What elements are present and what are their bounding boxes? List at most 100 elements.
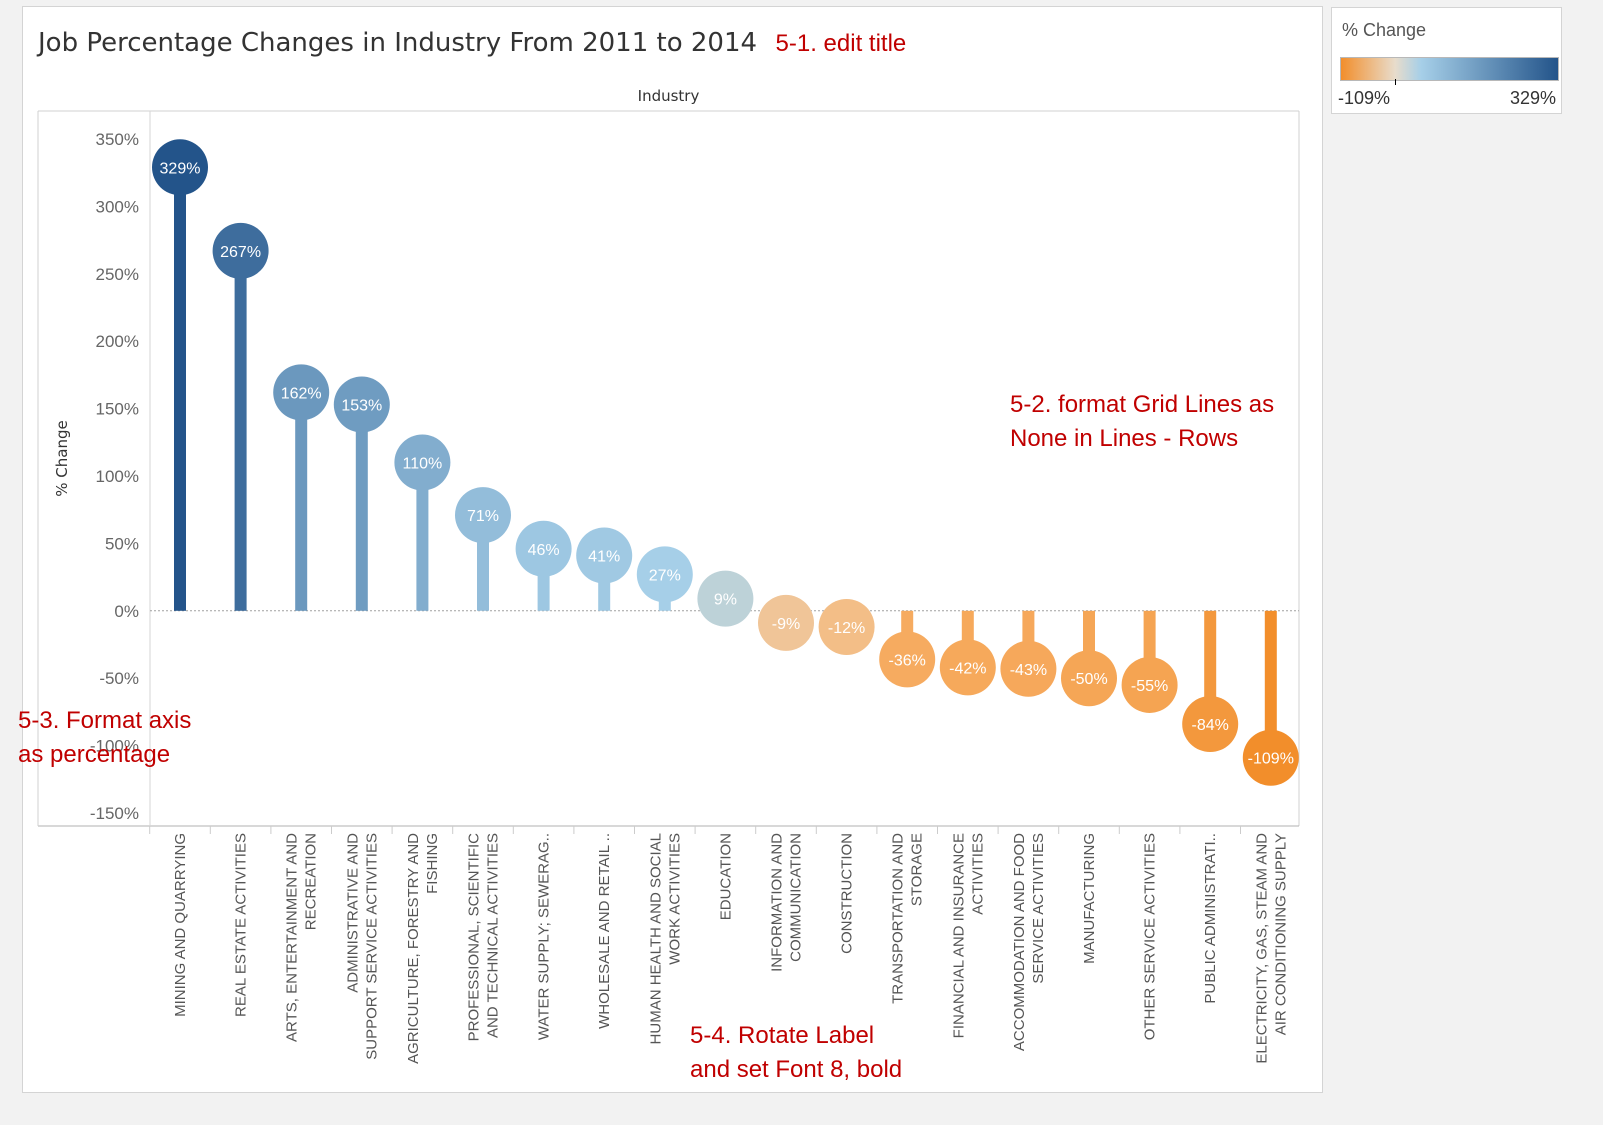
x-category-label: SERVICE ACTIVITIES (1030, 833, 1047, 984)
annotation-grid-lines-line-1: 5-2. format Grid Lines as (1010, 391, 1275, 418)
annotation-rotate-label-line-2: and set Font 8, bold (690, 1056, 903, 1083)
legend-gradient-bar (1340, 57, 1559, 81)
lollipop-head (879, 631, 936, 688)
x-category-label: WHOLESALE AND RETAIL .. (596, 833, 613, 1029)
data-label: -42% (949, 660, 986, 677)
annotation-edit-title: 5-1. edit title (775, 30, 907, 57)
x-category-label: ACTIVITIES (969, 833, 986, 915)
data-label: -50% (1070, 671, 1107, 688)
data-label: -84% (1192, 717, 1229, 734)
x-category-label: TRANSPORTATION AND (890, 833, 907, 1004)
x-category-label: RECREATION (303, 833, 320, 930)
x-category-label: ACCOMMODATION AND FOOD (1011, 833, 1028, 1051)
lollipop-head (1182, 696, 1239, 753)
data-label: 110% (403, 456, 443, 473)
y-tick-label: 50% (105, 534, 139, 553)
y-tick-label: 200% (96, 332, 139, 351)
lollipop-stem (355, 404, 368, 611)
lollipop-head (1121, 656, 1178, 713)
x-category-label: PUBLIC ADMINISTRATI.. (1202, 833, 1219, 1004)
lollipop-head (576, 527, 633, 584)
x-category-label: AIR CONDITIONING SUPPLY (1272, 833, 1289, 1035)
lollipop-head (1242, 729, 1299, 786)
x-category-label: OTHER SERVICE ACTIVITIES (1142, 833, 1159, 1040)
data-label: 9% (714, 592, 737, 609)
annotation-rotate-label-line-1: 5-4. Rotate Label (690, 1022, 875, 1049)
y-tick-label: 350% (96, 130, 139, 149)
x-category-label: WORK ACTIVITIES (666, 833, 683, 965)
annotation-grid-lines-line-2: None in Lines - Rows (1010, 425, 1239, 452)
lollipop-stem (234, 250, 247, 611)
lollipop-head (394, 434, 451, 491)
lollipop-head (636, 546, 693, 603)
lollipop-head (818, 598, 875, 655)
lollipop-head (212, 222, 269, 279)
x-axis-title: Industry (638, 87, 700, 105)
data-label: 41% (588, 549, 620, 566)
annotation-format-axis-line-2: as percentage (18, 741, 171, 768)
data-label: 71% (467, 508, 499, 525)
x-category-label: AND TECHNICAL ACTIVITIES (485, 833, 502, 1038)
lollipop-stem (416, 462, 429, 611)
x-category-label: MINING AND QUARRYING (172, 833, 189, 1017)
color-legend[interactable]: % Change -109% 329% (1331, 7, 1562, 114)
x-category-label: STORAGE (909, 833, 926, 906)
data-label: -55% (1131, 678, 1168, 695)
annotation-format-axis-line-1: 5-3. Format axis (18, 707, 192, 734)
lollipop-stem (1204, 610, 1217, 725)
y-tick-label: 0% (114, 602, 139, 621)
x-category-label: HUMAN HEALTH AND SOCIAL (647, 833, 664, 1044)
data-label: 162% (281, 385, 322, 402)
lollipop-stem (295, 392, 308, 611)
y-tick-label: -50% (99, 669, 139, 688)
lollipop-stem (1264, 610, 1277, 758)
lollipop-head (455, 487, 511, 544)
x-category-label: AGRICULTURE, FORESTRY AND (405, 833, 422, 1064)
x-category-label: ADMINISTRATIVE AND (344, 833, 361, 993)
data-label: 46% (528, 542, 560, 559)
x-category-label: COMMUNICATION (788, 833, 805, 962)
legend-max-label: 329% (1509, 88, 1556, 108)
annotation-grid-lines: 5-2. format Grid Lines as None in Lines … (1010, 388, 1274, 456)
y-tick-label: -150% (90, 804, 139, 823)
x-category-label: SUPPORT SERVICE ACTIVITIES (363, 833, 380, 1060)
x-category-label: EDUCATION (717, 833, 734, 920)
data-label: 267% (220, 244, 261, 261)
x-category-label: MANUFACTURING (1081, 833, 1098, 964)
y-tick-label: -100% (90, 737, 139, 756)
lollipop-stem (174, 167, 186, 611)
lollipop-head (697, 570, 754, 627)
lollipop-head (515, 520, 572, 577)
x-category-label: FISHING (424, 833, 441, 894)
lollipop-head (273, 364, 330, 421)
x-category-label: FINANCIAL AND INSURANCE (950, 833, 967, 1038)
x-category-label: CONSTRUCTION (839, 833, 856, 954)
x-category-label: INFORMATION AND (769, 833, 786, 972)
x-category-label: ELECTRICITY, GAS, STEAM AND (1253, 833, 1270, 1064)
annotation-rotate-label: 5-4. Rotate Label and set Font 8, bold (690, 1019, 902, 1087)
x-category-label: PROFESSIONAL, SCIENTIFIC (466, 833, 483, 1042)
lollipop-head (1061, 650, 1117, 707)
y-tick-label: 300% (96, 197, 139, 216)
data-label: 27% (649, 567, 681, 584)
data-label: -43% (1010, 662, 1047, 679)
data-label: -109% (1248, 751, 1294, 768)
y-tick-label: 100% (96, 467, 139, 486)
chart-title: Job Percentage Changes in Industry From … (38, 28, 758, 58)
data-label: -12% (828, 620, 865, 637)
x-category-label: WATER SUPPLY; SEWERAG.. (536, 833, 553, 1040)
annotation-format-axis: 5-3. Format axis as percentage (18, 704, 191, 772)
lollipop-head (939, 639, 996, 696)
lollipop-head (758, 594, 814, 651)
data-label: -9% (772, 616, 800, 633)
title-row: Job Percentage Changes in Industry From … (38, 28, 906, 68)
y-tick-label: 250% (96, 265, 139, 284)
data-label: 153% (341, 398, 382, 415)
y-tick-label: 150% (96, 400, 139, 419)
lollipop-head (333, 376, 390, 433)
x-category-label: ARTS, ENTERTAINMENT AND (284, 833, 301, 1042)
legend-title: % Change (1342, 20, 1427, 40)
y-axis-title: % Change (53, 420, 71, 496)
legend-min-label: -109% (1338, 88, 1391, 108)
